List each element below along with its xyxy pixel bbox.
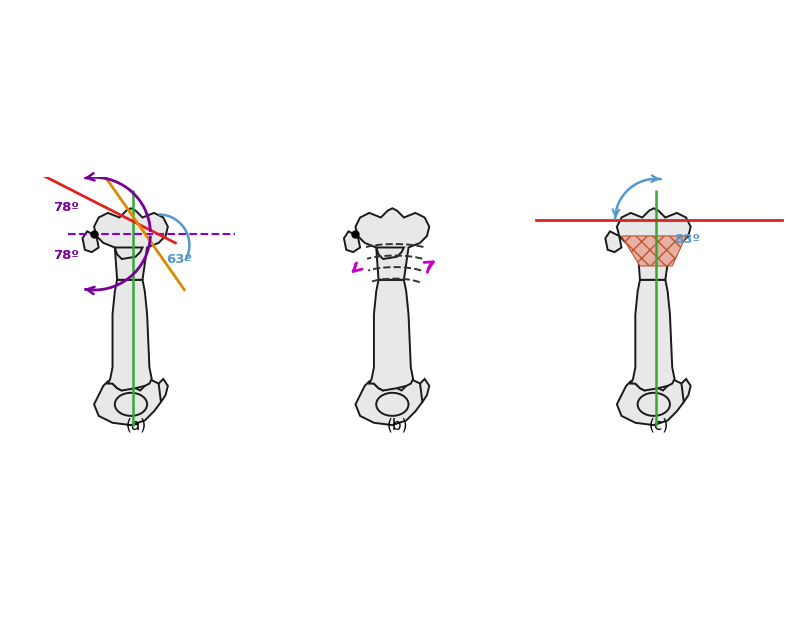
Text: 78º: 78º <box>53 249 79 262</box>
Text: 78º: 78º <box>53 201 79 213</box>
Polygon shape <box>617 209 691 280</box>
Text: 83º: 83º <box>674 233 700 246</box>
Polygon shape <box>159 379 168 402</box>
Ellipse shape <box>376 393 409 416</box>
Text: 63º: 63º <box>166 253 192 266</box>
Ellipse shape <box>114 393 147 416</box>
Ellipse shape <box>638 393 670 416</box>
Polygon shape <box>94 379 163 425</box>
Polygon shape <box>681 379 691 402</box>
Polygon shape <box>376 247 404 259</box>
Polygon shape <box>370 280 413 391</box>
Polygon shape <box>355 379 425 425</box>
Polygon shape <box>617 379 686 425</box>
Polygon shape <box>622 236 686 266</box>
Polygon shape <box>83 231 99 252</box>
Polygon shape <box>420 379 429 402</box>
Polygon shape <box>94 209 168 280</box>
Polygon shape <box>108 280 152 391</box>
Polygon shape <box>114 247 142 259</box>
Polygon shape <box>605 231 622 252</box>
Text: (c): (c) <box>649 417 669 433</box>
Polygon shape <box>638 247 665 259</box>
Text: (b): (b) <box>386 417 409 433</box>
Polygon shape <box>355 209 429 280</box>
Text: (a): (a) <box>126 417 146 433</box>
Polygon shape <box>344 231 360 252</box>
Polygon shape <box>630 280 674 391</box>
